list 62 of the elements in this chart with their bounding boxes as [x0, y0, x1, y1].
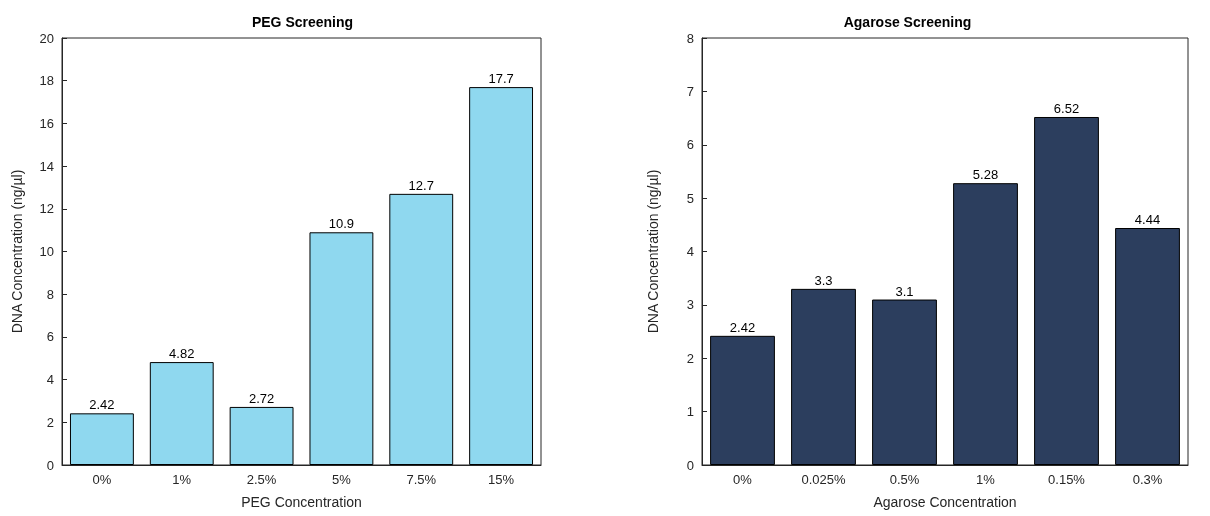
y-tick-label: 4	[46, 372, 54, 388]
data-label: 3.3	[814, 272, 833, 288]
y-tick-label: 6	[686, 137, 694, 153]
y-tick-label: 1	[686, 404, 694, 420]
x-tick-label: 0%	[733, 472, 753, 487]
data-label: 2.42	[89, 397, 115, 413]
bar	[469, 87, 534, 465]
data-label: 2.72	[248, 390, 275, 406]
x-tick-label: 5%	[332, 472, 352, 487]
data-label: 6.52	[1053, 101, 1080, 116]
y-tick-label: 2	[686, 350, 694, 366]
y-tick-label: 14	[39, 158, 54, 174]
data-label: 17.7	[488, 71, 514, 87]
y-tick-label: 8	[46, 286, 54, 302]
y-tick-label: 8	[686, 30, 694, 46]
x-tick-label: 0%	[92, 472, 112, 487]
y-tick-label: 2	[46, 414, 54, 430]
bar	[149, 362, 214, 465]
bar	[791, 288, 856, 465]
y-tick-label: 5	[686, 190, 694, 206]
data-label: 4.82	[169, 346, 195, 362]
x-tick-label: 2.5%	[246, 472, 277, 487]
y-tick-label: 20	[39, 30, 54, 46]
y-tick-label: 4	[686, 244, 694, 259]
x-tick-label: 15%	[488, 472, 515, 487]
bar	[229, 406, 294, 465]
data-label: 3.1	[895, 283, 914, 299]
data-label: 10.9	[328, 216, 355, 232]
y-tick-label: 12	[39, 201, 54, 217]
y-tick-label: 7	[686, 83, 694, 99]
data-label: 4.44	[1134, 212, 1161, 228]
x-axis-title: PEG Concentration	[241, 494, 362, 510]
y-tick-label: 10	[39, 244, 54, 259]
y-tick-label: 6	[46, 329, 54, 345]
data-label: 12.7	[408, 177, 434, 193]
x-tick-label: 0.15%	[1048, 472, 1086, 487]
bar	[389, 193, 454, 465]
x-tick-label: 7.5%	[406, 472, 437, 487]
y-tick-label: 0	[46, 457, 54, 473]
y-tick-label: 16	[39, 115, 54, 131]
y-tick-label: 0	[686, 457, 694, 473]
x-axis-title: Agarose Concentration	[873, 494, 1017, 510]
bar	[953, 183, 1018, 465]
y-tick-label: 3	[686, 297, 694, 313]
bar	[69, 413, 134, 465]
y-axis-title: DNA Concentration (ng/µl)	[645, 169, 661, 334]
bar	[309, 232, 374, 465]
x-tick-label: 0.5%	[889, 472, 920, 487]
y-tick-label: 18	[39, 73, 54, 89]
data-label: 5.28	[972, 167, 999, 183]
chart-title: Agarose Screening	[843, 14, 972, 30]
chart-title: PEG Screening	[251, 14, 354, 30]
x-tick-label: 1%	[172, 472, 192, 487]
x-tick-label: 0.025%	[801, 472, 846, 487]
bar	[1115, 228, 1180, 465]
bar	[872, 299, 937, 465]
data-label: 2.42	[729, 319, 756, 335]
x-tick-label: 0.3%	[1132, 472, 1163, 487]
x-tick-label: 1%	[976, 472, 996, 487]
y-axis-title: DNA Concentration (ng/µl)	[9, 169, 25, 334]
bar	[1034, 117, 1099, 465]
bar	[710, 335, 775, 465]
